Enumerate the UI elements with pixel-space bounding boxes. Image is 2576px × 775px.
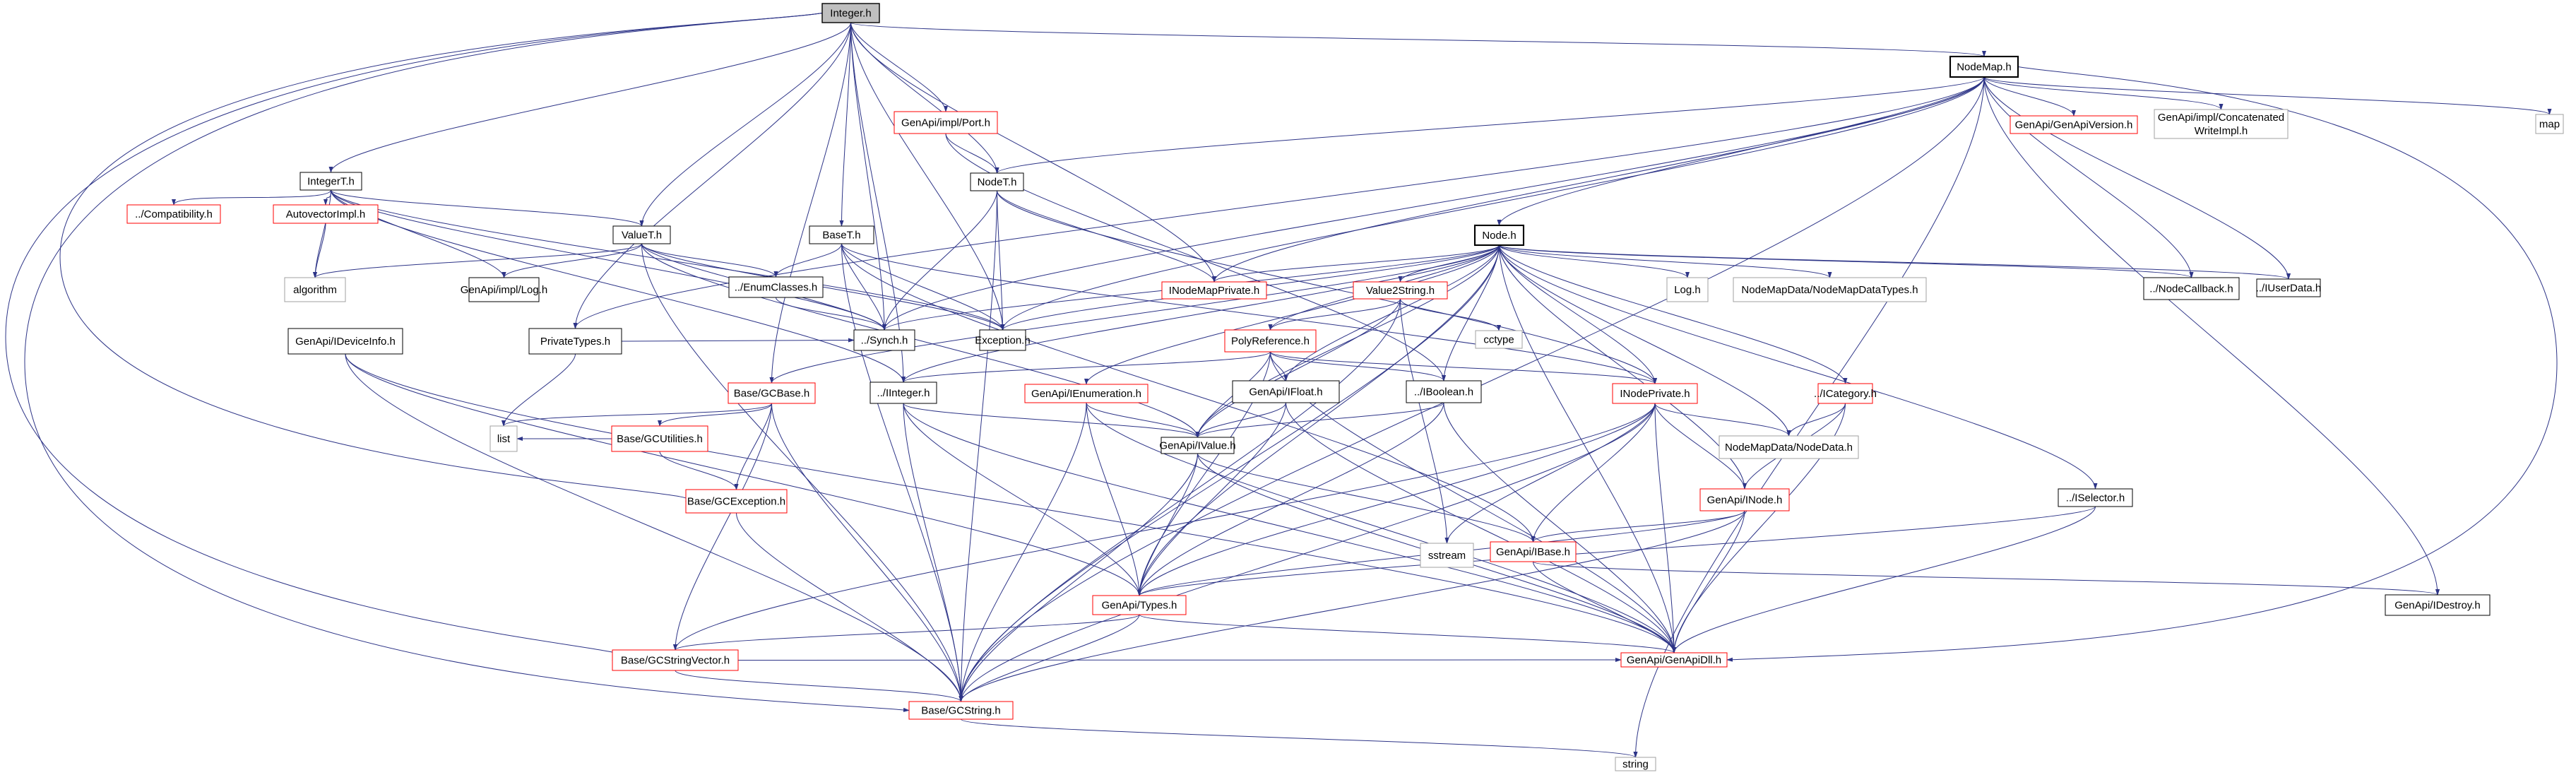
svg-text:Integer.h: Integer.h [830, 8, 871, 20]
svg-text:Value2String.h: Value2String.h [1366, 285, 1435, 297]
svg-text:GenApi/IValue.h: GenApi/IValue.h [1159, 440, 1235, 452]
svg-text:INodePrivate.h: INodePrivate.h [1620, 388, 1690, 400]
svg-text:GenApi/impl/Concatenated: GenApi/impl/Concatenated [2158, 112, 2284, 124]
svg-text:cctype: cctype [1483, 334, 1514, 346]
svg-text:ValueT.h: ValueT.h [622, 230, 662, 242]
svg-text:map: map [2539, 119, 2560, 131]
svg-text:list: list [497, 433, 511, 445]
svg-text:../IBoolean.h: ../IBoolean.h [1414, 386, 1473, 398]
svg-text:GenApi/IDestroy.h: GenApi/IDestroy.h [2394, 600, 2480, 612]
svg-text:AutovectorImpl.h: AutovectorImpl.h [286, 208, 366, 220]
svg-text:GenApi/INode.h: GenApi/INode.h [1707, 495, 1783, 507]
svg-text:GenApi/impl/Port.h: GenApi/impl/Port.h [901, 117, 990, 129]
svg-text:Exception.h: Exception.h [975, 335, 1030, 347]
svg-text:Base/GCString.h: Base/GCString.h [921, 705, 1001, 717]
svg-text:WriteImpl.h: WriteImpl.h [2195, 125, 2248, 137]
svg-text:../IUserData.h: ../IUserData.h [2256, 283, 2322, 295]
svg-text:GenApi/IFloat.h: GenApi/IFloat.h [1249, 386, 1322, 398]
svg-text:string: string [1622, 759, 1649, 771]
svg-text:NodeMapData/NodeData.h: NodeMapData/NodeData.h [1725, 442, 1853, 454]
svg-text:GenApi/GenApiDll.h: GenApi/GenApiDll.h [1627, 654, 1721, 666]
svg-text:../ISelector.h: ../ISelector.h [2066, 492, 2125, 504]
svg-text:../EnumClasses.h: ../EnumClasses.h [735, 282, 818, 294]
svg-text:Base/GCBase.h: Base/GCBase.h [734, 388, 810, 400]
svg-text:IntegerT.h: IntegerT.h [307, 176, 355, 188]
svg-text:NodeT.h: NodeT.h [978, 177, 1017, 189]
svg-text:../NodeCallback.h: ../NodeCallback.h [2149, 283, 2233, 295]
svg-text:../IInteger.h: ../IInteger.h [877, 387, 930, 399]
svg-text:INodeMapPrivate.h: INodeMapPrivate.h [1169, 285, 1259, 297]
svg-text:GenApi/Types.h: GenApi/Types.h [1102, 600, 1177, 612]
svg-text:algorithm: algorithm [293, 284, 337, 296]
svg-text:Base/GCException.h: Base/GCException.h [687, 496, 785, 508]
svg-text:sstream: sstream [1428, 550, 1466, 562]
svg-text:../ICategory.h: ../ICategory.h [1814, 388, 1877, 400]
svg-text:PolyReference.h: PolyReference.h [1231, 336, 1310, 348]
svg-text:NodeMapData/NodeMapDataTypes.h: NodeMapData/NodeMapDataTypes.h [1741, 284, 1918, 296]
svg-text:Node.h: Node.h [1482, 230, 1516, 242]
svg-text:GenApi/IEnumeration.h: GenApi/IEnumeration.h [1031, 388, 1141, 400]
svg-text:NodeMap.h: NodeMap.h [1957, 61, 2012, 73]
svg-text:Log.h: Log.h [1674, 284, 1701, 296]
svg-text:../Synch.h: ../Synch.h [861, 335, 908, 347]
svg-text:Base/GCUtilities.h: Base/GCUtilities.h [617, 433, 703, 445]
svg-text:GenApi/impl/Log.h: GenApi/impl/Log.h [461, 284, 547, 296]
svg-text:Base/GCStringVector.h: Base/GCStringVector.h [621, 655, 730, 667]
svg-text:GenApi/GenApiVersion.h: GenApi/GenApiVersion.h [2015, 119, 2133, 131]
svg-text:PrivateTypes.h: PrivateTypes.h [540, 336, 610, 348]
svg-text:GenApi/IBase.h: GenApi/IBase.h [1496, 546, 1570, 558]
svg-text:GenApi/IDeviceInfo.h: GenApi/IDeviceInfo.h [295, 336, 396, 348]
svg-text:BaseT.h: BaseT.h [822, 230, 860, 242]
svg-text:../Compatibility.h: ../Compatibility.h [135, 208, 213, 220]
